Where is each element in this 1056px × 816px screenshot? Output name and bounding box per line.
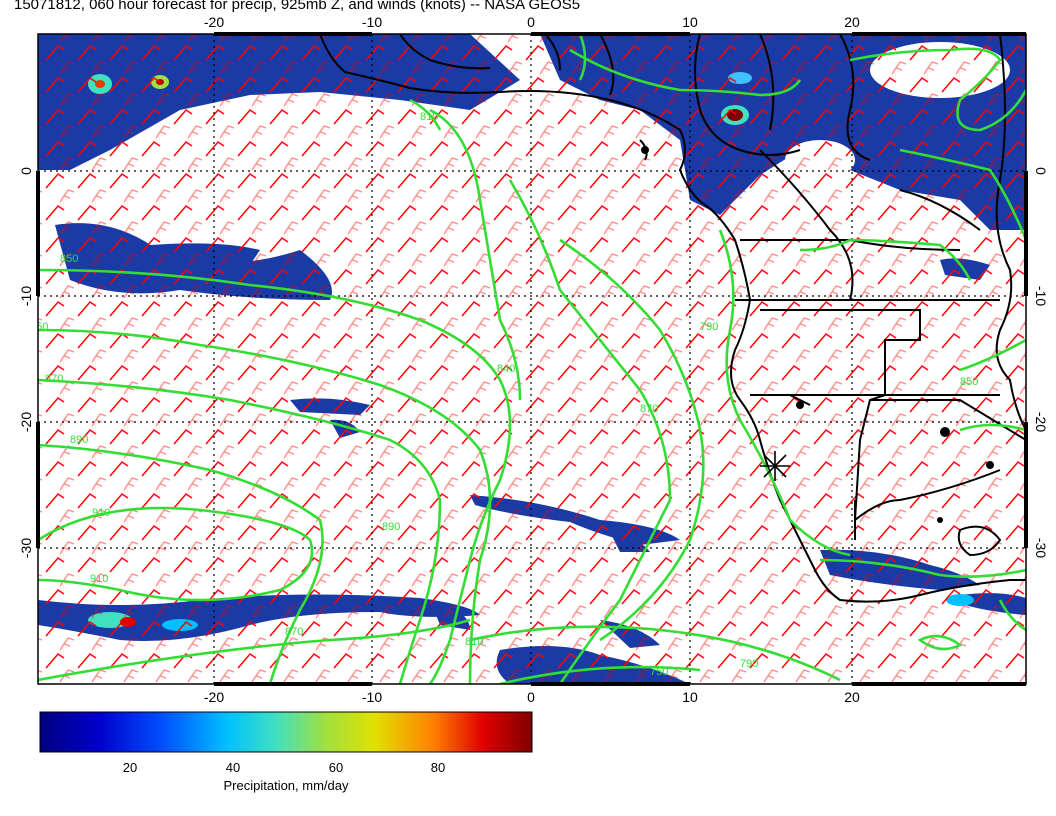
latitude-ticks-right: 0 -10 -20 -30 bbox=[1033, 167, 1049, 558]
coastlines bbox=[319, 34, 1026, 603]
lon-tick: -10 bbox=[362, 689, 382, 705]
island-outlines bbox=[641, 146, 994, 523]
colorbar-label: Precipitation, mm/day bbox=[224, 778, 349, 793]
lon-tick: -10 bbox=[362, 14, 382, 30]
contour-label: 850 bbox=[960, 376, 978, 388]
contour-label: 910 bbox=[90, 573, 108, 585]
lon-tick: 0 bbox=[527, 689, 535, 705]
colorbar-tick: 20 bbox=[123, 760, 137, 775]
contour-label: 870 bbox=[640, 403, 658, 415]
lat-tick: -30 bbox=[1033, 538, 1049, 558]
map-title: 15071812, 060 hour forecast for precip, … bbox=[14, 0, 581, 13]
colorbar-tick: 80 bbox=[431, 760, 445, 775]
contour-label: 910 bbox=[92, 507, 110, 519]
contour-label: 870 bbox=[45, 373, 63, 385]
lat-tick: 0 bbox=[1033, 167, 1049, 175]
colorbar-tick: 40 bbox=[226, 760, 240, 775]
lon-tick: -20 bbox=[204, 14, 224, 30]
lat-tick: 0 bbox=[18, 167, 34, 175]
contour-label: 850 bbox=[60, 253, 78, 265]
lat-tick: -10 bbox=[1033, 286, 1049, 306]
contour-label: 890 bbox=[382, 521, 400, 533]
latitude-ticks-left: 0 -10 -20 -30 bbox=[18, 167, 34, 558]
lat-tick: -20 bbox=[18, 412, 34, 432]
lat-tick: -20 bbox=[1033, 412, 1049, 432]
location-marker-icon bbox=[760, 451, 790, 481]
lon-tick: 10 bbox=[682, 14, 698, 30]
lat-tick: -10 bbox=[18, 286, 34, 306]
contour-label: 810 bbox=[465, 636, 483, 648]
lon-tick: 0 bbox=[527, 14, 535, 30]
contour-label: 750 bbox=[650, 666, 668, 678]
longitude-ticks-bottom: -20 -10 0 10 20 bbox=[204, 689, 860, 705]
contour-labels: 850 850 870 890 910 910 810 840 870 890 … bbox=[30, 111, 978, 678]
contour-label: 870 bbox=[285, 626, 303, 638]
contour-label: 850 bbox=[30, 321, 48, 333]
contour-label: 790 bbox=[700, 321, 718, 333]
contour-label: 810 bbox=[420, 111, 438, 123]
frame-tick-marks bbox=[36, 32, 1028, 686]
lon-tick: 20 bbox=[844, 14, 860, 30]
lon-tick: 20 bbox=[844, 689, 860, 705]
lon-tick: 10 bbox=[682, 689, 698, 705]
colorbar-gradient bbox=[39, 711, 533, 753]
colorbar: 20 40 60 80 Precipitation, mm/day bbox=[39, 711, 533, 793]
longitude-ticks-top: -20 -10 0 10 20 bbox=[204, 14, 860, 30]
contour-label: 790 bbox=[740, 658, 758, 670]
lat-lon-grid bbox=[38, 34, 1026, 684]
lon-tick: -20 bbox=[204, 689, 224, 705]
wind-barb-field-offset bbox=[38, 34, 1026, 684]
lat-tick: -30 bbox=[18, 538, 34, 558]
colorbar-tick: 60 bbox=[329, 760, 343, 775]
contour-label: 890 bbox=[70, 434, 88, 446]
height-contours bbox=[38, 34, 1026, 684]
contour-label: 840 bbox=[497, 363, 515, 375]
